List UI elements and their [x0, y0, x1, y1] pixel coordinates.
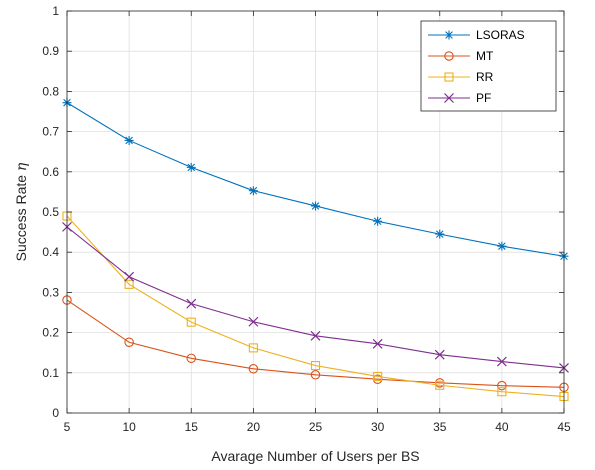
legend-box [420, 20, 557, 112]
data-point-lsoras [311, 201, 320, 211]
legend-marker-mt [444, 51, 454, 61]
data-point-rr [497, 387, 507, 397]
legend-label-mt: MT [476, 49, 494, 63]
legend-marker-rr [444, 72, 454, 82]
x-axis-label: Avarage Number of Users per BS [211, 448, 419, 464]
legend-label-lsoras: LSORAS [476, 28, 525, 42]
x-tick-label: 5 [64, 420, 71, 434]
x-tick-label: 35 [433, 420, 447, 434]
axes: 5 10 15 20 25 30 35 40 45 0 0.1 0.2 0.3 0.4 0.5 0.6 0.7 0… [42, 4, 571, 434]
y-tick-label: 0.6 [42, 165, 59, 179]
legend-label-pf: PF [476, 91, 491, 105]
data-point-rr [248, 343, 258, 353]
x-tick-label: 45 [557, 420, 571, 434]
y-tick-label: 0.1 [42, 366, 59, 380]
y-tick-label: 0.3 [42, 285, 59, 299]
data-point-lsoras [435, 229, 445, 239]
legend-item-mt: MT [428, 49, 494, 63]
legend-marker-lsoras [444, 30, 454, 40]
series-line-mt [66, 299, 565, 388]
data-point-mt [248, 364, 259, 374]
series-line-rr [66, 215, 565, 398]
data-point-rr [124, 279, 134, 289]
data-point-lsoras [373, 216, 383, 226]
legend-item-rr: RR [428, 70, 494, 84]
data-point-rr [373, 371, 383, 381]
x-tick-label: 40 [495, 420, 509, 434]
y-tick-label: 0 [52, 406, 59, 420]
legend: LSORAS MT RR PF [420, 20, 557, 112]
y-tick-label: 0.5 [42, 205, 59, 219]
x-tick-label: 10 [122, 420, 136, 434]
x-tick-label: 30 [371, 420, 385, 434]
y-axis-label-symbol: η [14, 162, 30, 171]
x-tick-label: 20 [247, 420, 261, 434]
legend-item-lsoras: LSORAS [428, 28, 525, 42]
y-tick-label: 0.9 [42, 44, 59, 58]
y-axis-label-text: Success Rate [13, 171, 29, 261]
data-point-mt [186, 353, 197, 364]
data-point-pf [496, 356, 507, 367]
data-point-rr [310, 361, 321, 371]
grid-lines [66, 10, 565, 414]
y-tick-label: 1 [52, 4, 59, 18]
data-point-lsoras [186, 162, 196, 172]
x-tick-label: 15 [185, 420, 199, 434]
data-point-pf [434, 349, 445, 360]
legend-item-pf: PF [428, 91, 491, 105]
y-tick-label: 0.4 [42, 245, 59, 259]
data-point-pf [372, 338, 383, 349]
data-point-mt [497, 380, 507, 391]
x-tick-label: 25 [309, 420, 323, 434]
data-point-mt [124, 337, 134, 347]
y-tick-label: 0.2 [42, 326, 59, 340]
data-point-mt [310, 370, 321, 380]
data-point-lsoras [248, 186, 258, 196]
data-point-lsoras [497, 241, 507, 251]
data-point-pf [124, 271, 135, 282]
y-tick-label: 0.7 [42, 125, 59, 139]
data-point-pf [310, 330, 321, 341]
data-point-rr [186, 317, 196, 327]
y-axis-label: Success Rate η [13, 162, 30, 261]
data-point-pf [186, 298, 197, 309]
data-point-rr [435, 380, 445, 390]
data-point-lsoras [124, 135, 134, 145]
y-tick-label: 0.8 [42, 84, 59, 98]
legend-label-rr: RR [476, 70, 494, 84]
data-point-pf [248, 316, 259, 327]
legend-marker-pf [444, 93, 454, 103]
